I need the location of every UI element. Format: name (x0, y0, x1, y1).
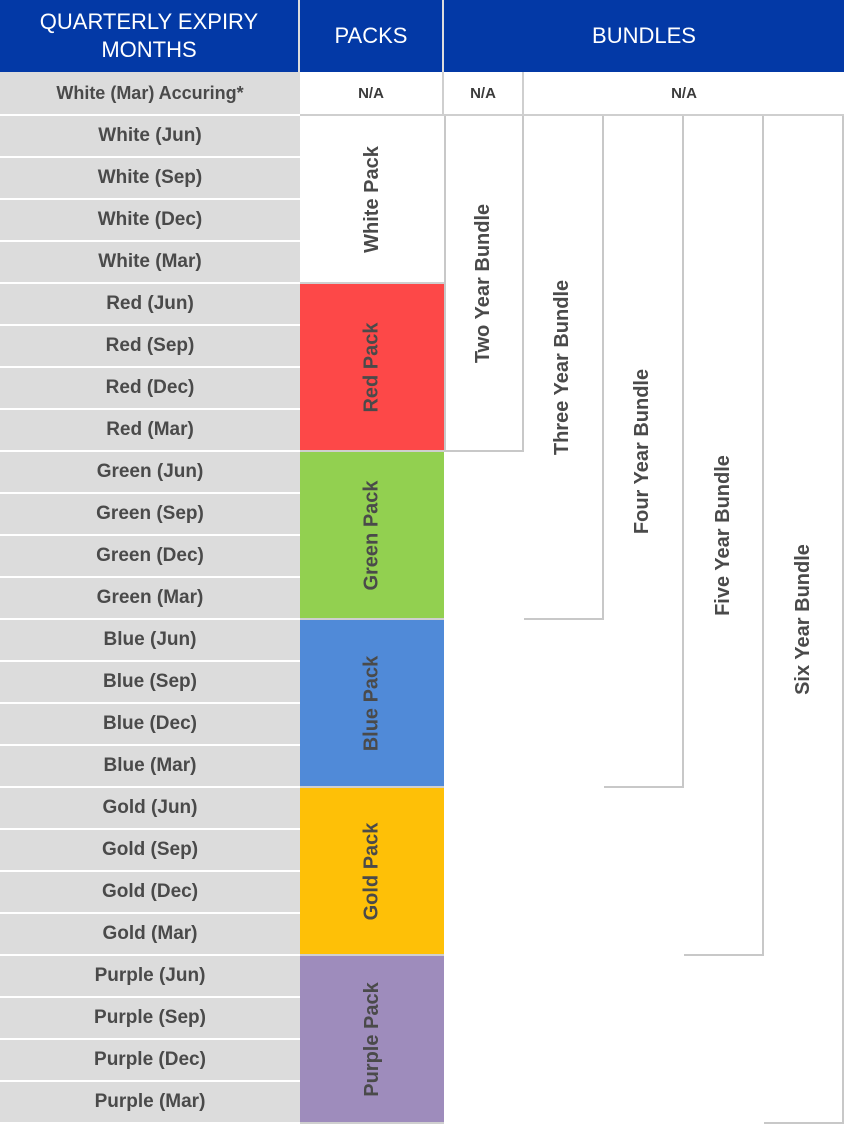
expiry-month-row: Green (Sep) (0, 494, 300, 536)
other-bundles-na-cell: N/A (524, 72, 844, 116)
packs-header-label: PACKS (334, 23, 408, 48)
expiry-months-header-label: QUARTERLY EXPIRY MONTHS (39, 9, 259, 62)
expiry-month-label: White (Jun) (98, 125, 202, 146)
expiry-month-row: White (Mar) (0, 242, 300, 284)
expiry-month-row: Red (Sep) (0, 326, 300, 368)
expiry-month-row: Red (Mar) (0, 410, 300, 452)
expiry-month-row: Purple (Dec) (0, 1040, 300, 1082)
bundle-label: Four Year Bundle (631, 368, 654, 534)
expiry-month-row: Green (Mar) (0, 578, 300, 620)
expiry-month-label: White (Sep) (97, 167, 203, 188)
expiry-month-label: Blue (Mar) (103, 755, 197, 776)
expiry-month-row: Gold (Jun) (0, 788, 300, 830)
expiry-month-label: Gold (Mar) (102, 923, 198, 944)
bundle-column: Two Year Bundle (444, 116, 524, 452)
expiry-month-row: Purple (Sep) (0, 998, 300, 1040)
accruing-row-label: White (Mar) Accuring* (0, 72, 300, 116)
packs-header: PACKS (300, 0, 444, 72)
pack-block: Green Pack (300, 452, 444, 620)
packs-na-text: N/A (358, 84, 384, 102)
expiry-month-row: Purple (Jun) (0, 956, 300, 998)
other-bundles-na-text: N/A (671, 84, 697, 102)
expiry-month-row: White (Dec) (0, 200, 300, 242)
pack-block: White Pack (300, 116, 444, 284)
expiry-month-row: White (Sep) (0, 158, 300, 200)
expiry-month-label: Green (Dec) (96, 545, 204, 566)
pack-block: Gold Pack (300, 788, 444, 956)
bundle-label: Six Year Bundle (791, 543, 814, 695)
expiry-month-label: Blue (Jun) (103, 629, 197, 650)
packs-na-cell: N/A (300, 72, 444, 116)
expiry-month-label: Red (Sep) (105, 335, 195, 356)
expiry-month-label: Green (Mar) (96, 587, 204, 608)
expiry-months-header: QUARTERLY EXPIRY MONTHS (0, 0, 300, 72)
expiry-month-label: Purple (Mar) (94, 1091, 206, 1112)
expiry-month-row: Blue (Mar) (0, 746, 300, 788)
expiry-month-label: Blue (Dec) (103, 713, 197, 734)
bundle-label: Five Year Bundle (711, 454, 734, 616)
expiry-month-label: Purple (Dec) (94, 1049, 206, 1070)
expiry-month-label: Green (Sep) (96, 503, 204, 524)
pack-label: Purple Pack (360, 981, 383, 1097)
bundle-column: Six Year Bundle (764, 116, 844, 1124)
bundles-header-label: BUNDLES (592, 23, 696, 48)
expiry-month-row: Gold (Mar) (0, 914, 300, 956)
expiry-month-label: Green (Jun) (96, 461, 204, 482)
expiry-month-row: Green (Dec) (0, 536, 300, 578)
expiry-month-row: Red (Jun) (0, 284, 300, 326)
pack-label: Red Pack (360, 321, 383, 413)
expiry-month-label: Gold (Jun) (102, 797, 198, 818)
bundle-column: Four Year Bundle (604, 116, 684, 788)
pack-block: Blue Pack (300, 620, 444, 788)
expiry-month-label: Purple (Sep) (94, 1007, 206, 1028)
pack-block: Red Pack (300, 284, 444, 452)
expiry-month-row: White (Jun) (0, 116, 300, 158)
bundle-label: Two Year Bundle (472, 203, 495, 363)
pack-label: Blue Pack (360, 655, 383, 751)
expiry-month-label: Red (Mar) (106, 419, 194, 440)
bundle-column: Five Year Bundle (684, 116, 764, 956)
expiry-month-label: Gold (Sep) (101, 839, 199, 860)
expiry-month-row: Purple (Mar) (0, 1082, 300, 1124)
expiry-month-label: White (Mar) (98, 251, 202, 272)
expiry-month-row: Blue (Dec) (0, 704, 300, 746)
pack-block: Purple Pack (300, 956, 444, 1124)
expiry-month-label: Red (Dec) (105, 377, 195, 398)
pack-label: Green Pack (360, 479, 383, 591)
expiry-month-row: Gold (Sep) (0, 830, 300, 872)
two-year-na-text: N/A (470, 84, 496, 102)
expiry-month-label: Purple (Jun) (94, 965, 206, 986)
expiry-month-label: Gold (Dec) (101, 881, 199, 902)
bundle-column: Three Year Bundle (524, 116, 604, 620)
expiry-month-row: Green (Jun) (0, 452, 300, 494)
pack-label: White Pack (360, 145, 383, 253)
expiry-month-label: Red (Jun) (106, 293, 194, 314)
bundle-label: Three Year Bundle (551, 279, 574, 455)
accruing-row-text: White (Mar) Accuring* (56, 82, 244, 103)
expiry-month-label: Blue (Sep) (103, 671, 197, 692)
bundles-header: BUNDLES (444, 0, 844, 72)
expiry-month-label: White (Dec) (97, 209, 203, 230)
expiry-month-row: Red (Dec) (0, 368, 300, 410)
expiry-month-row: Blue (Jun) (0, 620, 300, 662)
two-year-na-cell: N/A (444, 72, 524, 116)
pack-label: Gold Pack (360, 822, 383, 920)
expiry-month-row: Blue (Sep) (0, 662, 300, 704)
expiry-month-row: Gold (Dec) (0, 872, 300, 914)
